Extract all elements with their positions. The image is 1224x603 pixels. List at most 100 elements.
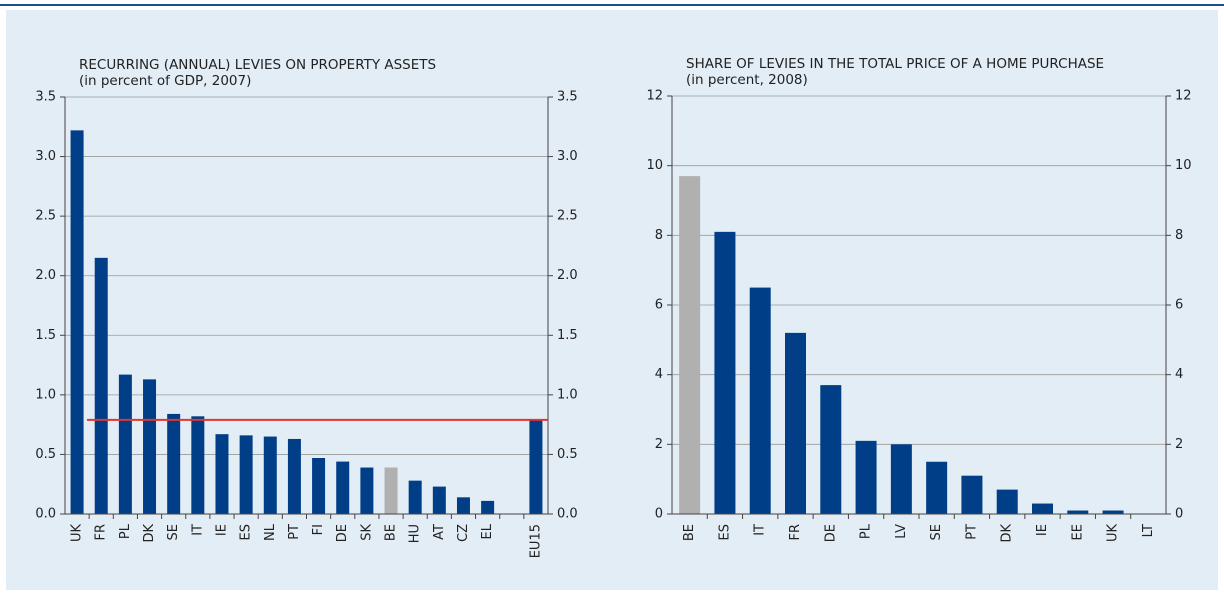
y-tick-label: 2.0	[35, 268, 56, 283]
bar	[529, 419, 543, 514]
x-tick-label: FR	[788, 524, 803, 541]
y2-tick-label: 3.0	[557, 149, 578, 164]
x-tick-label: NL	[263, 523, 278, 541]
x-tick-label: AT	[432, 524, 447, 540]
bar	[855, 440, 877, 514]
bar	[679, 176, 701, 514]
bar	[1102, 510, 1124, 514]
y2-tick-label: 0.0	[557, 507, 578, 522]
x-tick-label: SE	[166, 524, 181, 540]
x-tick-label: IT	[753, 524, 768, 536]
x-tick-label: BE	[682, 524, 697, 541]
y2-tick-label: 10	[1175, 158, 1192, 173]
bar	[215, 434, 229, 514]
x-tick-label: HU	[408, 524, 423, 543]
y-tick-label: 2.5	[35, 209, 56, 224]
x-tick-label: EU15	[528, 524, 543, 558]
y-tick-label: 2	[655, 437, 663, 452]
bar	[961, 475, 983, 514]
bar	[191, 416, 205, 514]
y2-tick-label: 8	[1175, 228, 1183, 243]
x-tick-label: FR	[94, 524, 109, 541]
bar	[996, 489, 1018, 514]
y2-tick-label: 12	[1175, 89, 1192, 104]
bar	[167, 413, 181, 514]
y2-tick-label: 0.5	[557, 447, 578, 462]
x-tick-label: PT	[964, 524, 979, 540]
bar	[118, 374, 132, 514]
top-rule	[0, 4, 1224, 6]
bar	[287, 438, 301, 514]
y-tick-label: 10	[646, 158, 663, 173]
x-tick-label: IE	[1035, 524, 1050, 536]
x-tick-label: IT	[190, 524, 205, 536]
bar	[312, 458, 326, 514]
y2-tick-label: 1.5	[557, 328, 578, 343]
chart-title: SHARE OF LEVIES IN THE TOTAL PRICE OF A …	[686, 56, 1104, 72]
y2-tick-label: 3.5	[557, 90, 578, 105]
bar	[70, 130, 84, 515]
x-tick-label: PT	[287, 524, 302, 540]
y-tick-label: 8	[655, 228, 663, 243]
y2-tick-label: 4	[1175, 367, 1183, 382]
chart-subtitle: (in percent, 2008)	[686, 72, 808, 88]
bar	[1032, 503, 1053, 514]
bar	[94, 257, 108, 514]
x-tick-label: LT	[1141, 524, 1156, 537]
y-tick-label: 1.5	[35, 328, 56, 343]
x-tick-label: BE	[384, 524, 399, 541]
y2-tick-label: 2.0	[557, 268, 578, 283]
x-tick-label: ES	[239, 524, 254, 540]
x-tick-label: EE	[1070, 524, 1085, 540]
bar	[360, 467, 374, 514]
bar	[820, 385, 842, 514]
y2-tick-label: 2.5	[557, 209, 578, 224]
x-tick-label: IE	[214, 524, 229, 536]
bar	[408, 480, 422, 514]
bar	[785, 332, 806, 514]
x-tick-label: DE	[823, 524, 838, 542]
chart-title: RECURRING (ANNUAL) LEVIES ON PROPERTY AS…	[79, 57, 436, 73]
y-tick-label: 3.5	[35, 90, 56, 105]
x-tick-label: DK	[142, 524, 157, 543]
y-tick-label: 0	[655, 507, 663, 522]
bar	[890, 444, 912, 514]
x-tick-label: PL	[118, 523, 133, 539]
y-tick-label: 0.5	[35, 447, 56, 462]
bar	[263, 436, 277, 514]
bar	[714, 231, 736, 514]
x-tick-label: SK	[359, 524, 374, 541]
bar	[143, 379, 157, 514]
bar	[1067, 510, 1089, 514]
bar	[432, 486, 446, 514]
x-tick-label: ES	[717, 524, 732, 540]
y2-tick-label: 1.0	[557, 387, 578, 402]
bar	[336, 461, 350, 514]
x-tick-label: SE	[929, 524, 944, 540]
x-tick-label: CZ	[456, 524, 471, 542]
x-tick-label: DE	[335, 524, 350, 542]
bar	[926, 461, 948, 514]
y2-tick-label: 0	[1175, 507, 1183, 522]
y-tick-label: 6	[655, 298, 663, 313]
bar	[456, 497, 470, 514]
y-tick-label: 1.0	[35, 387, 56, 402]
bar	[239, 435, 253, 514]
x-tick-label: DK	[1000, 524, 1015, 543]
bar	[481, 500, 495, 514]
bar	[384, 467, 398, 514]
x-tick-label: EL	[480, 523, 495, 539]
x-tick-label: FI	[311, 524, 326, 535]
x-tick-label: PL	[859, 523, 874, 539]
y-tick-label: 3.0	[35, 149, 56, 164]
y-tick-label: 0.0	[35, 507, 56, 522]
x-tick-label: UK	[1106, 524, 1121, 543]
x-tick-label: LV	[894, 524, 909, 539]
bar	[749, 287, 771, 514]
y-tick-label: 4	[655, 367, 663, 382]
y2-tick-label: 2	[1175, 437, 1183, 452]
y-tick-label: 12	[646, 89, 663, 104]
x-tick-label: UK	[70, 524, 85, 543]
y2-tick-label: 6	[1175, 298, 1183, 313]
